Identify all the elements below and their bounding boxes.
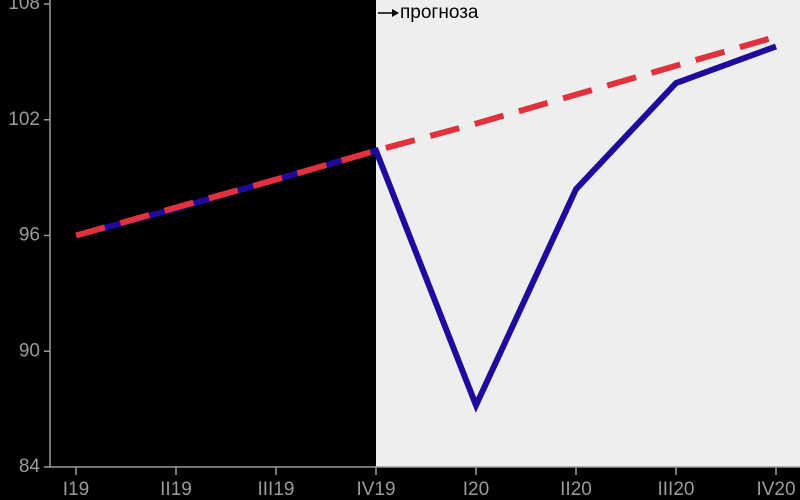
annotation: прогноза [400,2,479,23]
line-series [75,33,777,239]
x-tick-label: III19 [258,479,295,500]
y-tick-label: 96 [19,225,40,246]
y-tick-label: 84 [19,456,41,477]
x-tick-label: IV19 [356,479,395,500]
x-tick-label: II20 [560,479,592,500]
x-tick-label: II19 [160,479,192,500]
y-tick-label: 102 [8,109,40,130]
x-tick-label: III20 [658,479,695,500]
annotation-arrowhead [392,9,399,17]
x-tick-label: IV20 [756,479,795,500]
y-tick-label: 90 [19,340,40,361]
x-tick-label: I19 [63,479,89,500]
x-tick-label: I20 [463,479,489,500]
forecast-region [376,0,800,467]
y-tick-label: 108 [8,0,40,14]
